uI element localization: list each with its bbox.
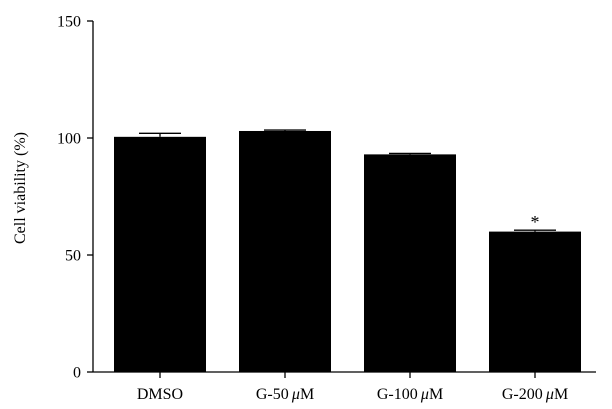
- y-tick-label-3: 150: [57, 14, 81, 31]
- y-tick-label-0: 0: [73, 365, 81, 382]
- bar-0: [114, 136, 206, 372]
- x-tick-label-3: G-200 μM: [502, 386, 568, 403]
- axes-layer: [87, 20, 596, 378]
- y-tick-label-2: 100: [57, 131, 81, 148]
- bar-3: [489, 231, 581, 372]
- error-bar-0: [139, 132, 181, 137]
- labels-layer: 0 50 100 150 DMSO G-50 μM G-100 μM G-200 μM *: [57, 14, 568, 404]
- y-tick-label-1: 50: [65, 248, 81, 265]
- bar-1: [239, 130, 331, 372]
- x-tick-label-1: G-50 μM: [256, 386, 314, 403]
- bar-2: [364, 154, 456, 372]
- x-tick-label-0: DMSO: [137, 386, 183, 403]
- error-bars-layer: [139, 129, 556, 232]
- error-bar-2: [389, 152, 431, 155]
- error-bar-3: [514, 229, 556, 232]
- x-tick-label-2: G-100 μM: [377, 386, 443, 403]
- error-bar-1: [264, 129, 306, 131]
- bars-layer: [114, 130, 581, 372]
- y-axis-title: Cell viability (%): [12, 132, 29, 244]
- significance-marker-0: *: [531, 212, 540, 232]
